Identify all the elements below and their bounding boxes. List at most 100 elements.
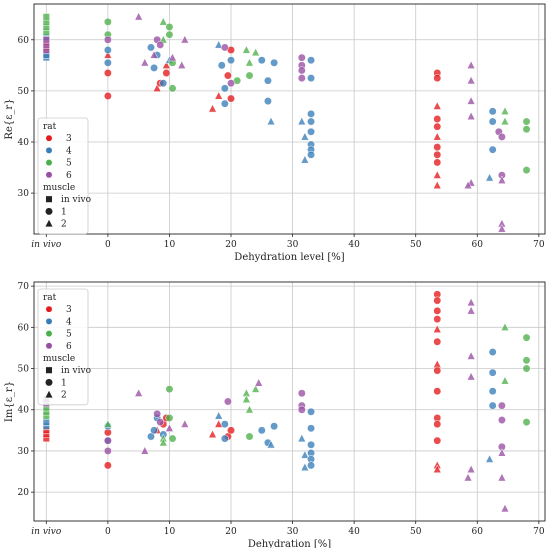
- series-rat-6: [42, 11, 507, 233]
- data-point: [153, 409, 162, 418]
- data-point: [433, 436, 442, 445]
- data-point: [162, 60, 171, 69]
- data-point: [220, 99, 229, 108]
- data-point: [433, 74, 442, 83]
- data-point: [214, 91, 224, 100]
- data-point: [485, 454, 494, 463]
- data-point: [245, 57, 254, 67]
- data-point: [152, 83, 162, 92]
- x-tick-label: 40: [348, 240, 360, 250]
- data-point: [297, 389, 306, 398]
- data-point: [466, 60, 476, 69]
- y-tick-label: 60: [18, 36, 30, 46]
- legend-marker-muscle: [45, 207, 53, 216]
- data-point: [42, 418, 50, 426]
- data-point: [103, 446, 112, 455]
- y-tick-label: 60: [18, 323, 30, 333]
- data-point: [42, 13, 50, 21]
- data-point: [497, 132, 506, 141]
- data-point: [297, 405, 306, 414]
- data-point: [103, 69, 112, 77]
- data-point: [220, 420, 229, 429]
- data-point: [266, 439, 276, 449]
- data-point: [307, 461, 315, 470]
- y-tick-label: 30: [18, 189, 30, 199]
- data-point: [485, 172, 494, 182]
- data-point: [488, 107, 497, 116]
- data-point: [466, 464, 476, 474]
- data-point: [140, 446, 150, 455]
- data-point: [488, 117, 497, 126]
- data-point: [257, 56, 266, 65]
- legend-label-muscle: in vivo: [61, 195, 91, 205]
- data-point: [497, 448, 507, 457]
- data-point: [500, 116, 510, 126]
- data-point: [177, 60, 187, 69]
- data-point: [432, 170, 442, 179]
- data-point: [297, 53, 306, 62]
- legend-label-rat-4: 4: [66, 317, 72, 327]
- legend-label-muscle: 1: [61, 207, 67, 217]
- series-rat-4: [42, 33, 497, 182]
- data-point: [103, 436, 112, 445]
- data-point: [220, 434, 229, 443]
- legend-marker-rat-3: [45, 305, 53, 313]
- data-point: [488, 348, 497, 357]
- legend-label-muscle: in vivo: [61, 366, 91, 376]
- data-point: [297, 74, 306, 83]
- data-point: [307, 109, 315, 118]
- data-point: [522, 364, 531, 373]
- legend-marker-rat-3: [45, 134, 53, 142]
- x-tick-label: 60: [472, 527, 484, 537]
- data-point: [433, 296, 442, 305]
- data-point: [432, 359, 442, 368]
- data-point: [500, 376, 510, 385]
- y-tick-label: 40: [18, 406, 30, 416]
- data-point: [488, 401, 497, 410]
- data-point: [433, 306, 442, 315]
- data-point: [500, 106, 510, 115]
- data-point: [432, 180, 442, 189]
- series-rat-6: [42, 297, 510, 513]
- data-point: [159, 79, 168, 88]
- legend-label-muscle: 1: [61, 378, 67, 388]
- data-point: [433, 122, 442, 131]
- data-point: [208, 103, 217, 113]
- data-point: [466, 96, 476, 105]
- data-point: [300, 155, 310, 164]
- data-point: [497, 472, 507, 482]
- x-tick-label: 50: [410, 527, 422, 537]
- data-point: [147, 43, 155, 52]
- legend-marker-rat-4: [45, 146, 53, 154]
- x-tick-label: 20: [225, 240, 237, 250]
- data-point: [433, 150, 442, 159]
- data-point: [162, 69, 171, 77]
- data-point: [168, 84, 177, 93]
- data-point: [242, 394, 251, 403]
- data-point: [266, 116, 276, 126]
- data-point: [134, 388, 143, 397]
- data-point: [257, 426, 266, 435]
- data-point: [466, 351, 476, 360]
- x-tick-label: 40: [348, 527, 360, 537]
- x-tick-label: 10: [164, 240, 176, 250]
- data-point: [466, 371, 476, 381]
- legend-marker-rat-4: [45, 317, 53, 325]
- data-point: [264, 76, 272, 85]
- data-point: [103, 46, 112, 54]
- x-tick-label: 70: [533, 240, 545, 250]
- y-axis-label: Im{ε_r}: [4, 381, 15, 422]
- data-point: [227, 56, 235, 65]
- data-point: [180, 34, 190, 44]
- x-axis-label: Dehydration level [%]: [234, 252, 344, 263]
- legend-label-rat-5: 5: [66, 330, 72, 340]
- data-point: [307, 150, 315, 159]
- data-point: [297, 66, 306, 75]
- x-tick-label: 0: [105, 527, 111, 537]
- series-rat-4: [42, 348, 497, 471]
- data-point: [264, 97, 272, 106]
- data-point: [432, 324, 442, 333]
- data-point: [488, 145, 497, 154]
- data-point: [140, 57, 150, 67]
- legend-marker-muscle: [45, 366, 53, 374]
